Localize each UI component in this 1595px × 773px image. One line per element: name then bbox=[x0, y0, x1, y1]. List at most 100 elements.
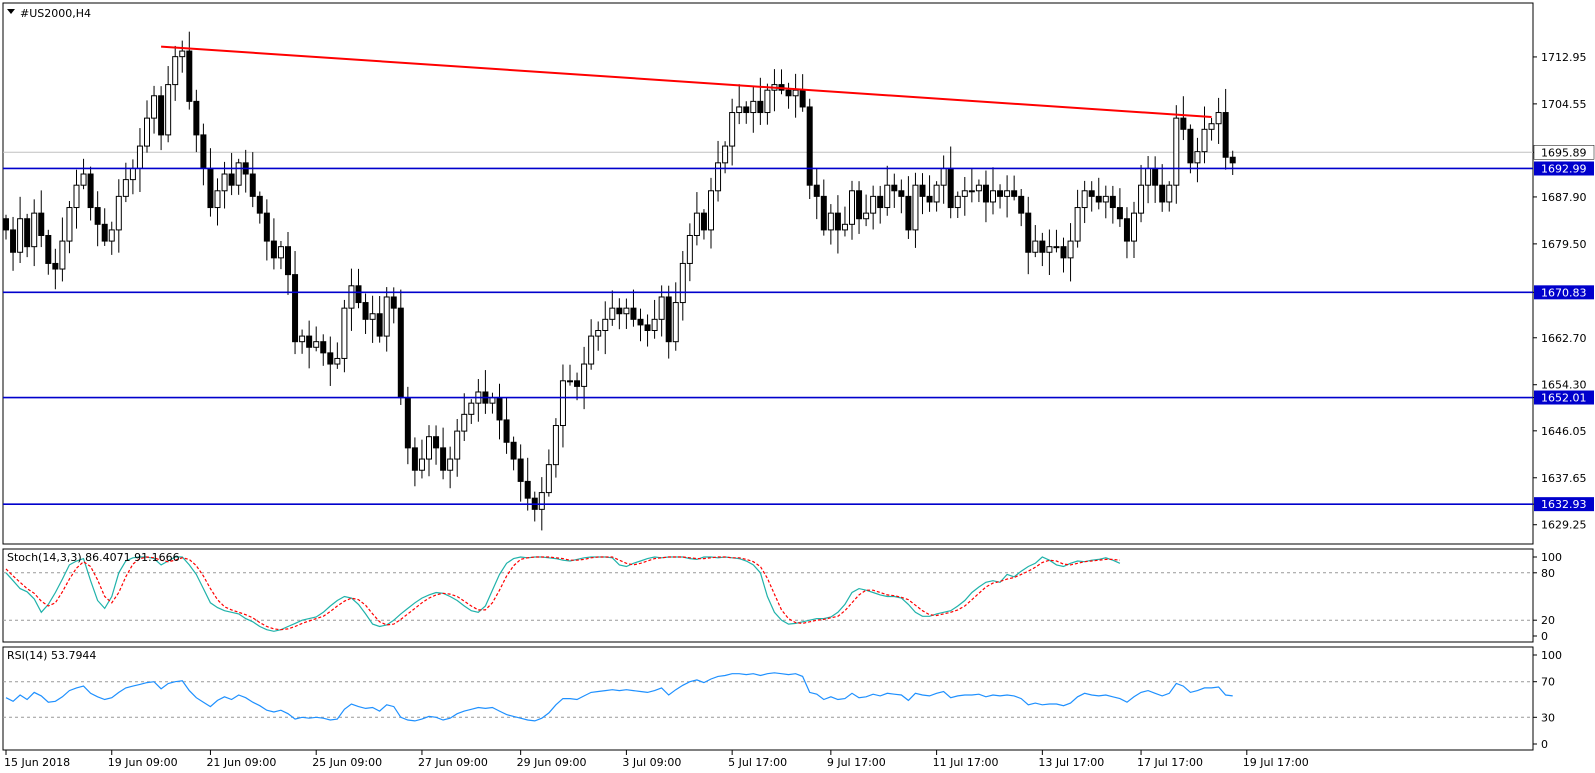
candle-body bbox=[1088, 190, 1095, 197]
candle-body bbox=[968, 190, 975, 193]
candle-body bbox=[884, 184, 891, 209]
candle-body bbox=[334, 357, 341, 365]
candle-body bbox=[672, 302, 679, 343]
trendline-layer[interactable] bbox=[161, 45, 1212, 119]
price-tick-label: 1629.25 bbox=[1541, 519, 1587, 532]
candle-body bbox=[115, 195, 122, 231]
time-tick-label: 29 Jun 09:00 bbox=[517, 756, 587, 769]
current-price-label-box bbox=[1533, 145, 1595, 160]
candle-body bbox=[221, 173, 228, 192]
candle-body bbox=[1145, 167, 1152, 186]
candle-body bbox=[270, 240, 277, 259]
candle-body bbox=[1102, 195, 1109, 203]
time-tick-label: 13 Jul 17:00 bbox=[1038, 756, 1104, 769]
candle-body bbox=[820, 195, 827, 231]
indicator-tick-label: 80 bbox=[1541, 567, 1555, 580]
candle-body bbox=[426, 436, 432, 460]
candle-body bbox=[679, 262, 686, 304]
candle-body bbox=[461, 413, 468, 432]
candle-body bbox=[306, 335, 313, 348]
candle-body bbox=[559, 380, 566, 427]
candle-body bbox=[1123, 218, 1130, 242]
candle-body bbox=[390, 296, 397, 309]
candle-body bbox=[806, 106, 813, 186]
main-price-pane[interactable] bbox=[2, 2, 1534, 545]
chevron-down-icon[interactable] bbox=[7, 9, 15, 14]
candle-body bbox=[651, 318, 658, 332]
candle-body bbox=[327, 352, 334, 365]
candle-body bbox=[785, 89, 792, 97]
candle-body bbox=[552, 425, 559, 466]
candle-body bbox=[186, 50, 193, 102]
candle-body bbox=[524, 480, 531, 499]
candle-body bbox=[1173, 117, 1180, 186]
time-tick-label: 3 Jul 09:00 bbox=[622, 756, 681, 769]
candle-body bbox=[200, 134, 207, 169]
candle-body bbox=[418, 458, 425, 471]
candle-body bbox=[151, 95, 158, 119]
indicator-tick-label: 100 bbox=[1541, 649, 1562, 662]
indicator-tick-label: 0 bbox=[1541, 630, 1548, 643]
candle-body bbox=[567, 380, 573, 383]
symbol-header[interactable]: #US2000,H4 bbox=[7, 7, 91, 20]
candle-body bbox=[750, 100, 757, 114]
candle-body bbox=[73, 184, 80, 209]
resistance-trendline bbox=[161, 45, 1212, 119]
candle-body bbox=[3, 218, 9, 231]
candle-body bbox=[1067, 240, 1074, 259]
candle-body bbox=[165, 84, 172, 136]
candle-body bbox=[313, 341, 320, 348]
candle-body bbox=[947, 167, 954, 209]
candle-body bbox=[799, 89, 806, 108]
rsi-title: RSI(14) 53.7944 bbox=[7, 649, 96, 662]
candle-body bbox=[38, 212, 45, 236]
candle-body bbox=[1152, 167, 1159, 186]
candle-body bbox=[489, 397, 496, 404]
time-tick-label: 19 Jun 09:00 bbox=[108, 756, 178, 769]
candle-body bbox=[517, 458, 524, 482]
horizontal-level-label-box bbox=[1534, 161, 1594, 176]
candle-body bbox=[235, 162, 242, 186]
candle-body bbox=[1060, 246, 1067, 259]
indicator-tick-label: 0 bbox=[1541, 738, 1548, 751]
time-tick-label: 27 Jun 09:00 bbox=[418, 756, 488, 769]
candle-body bbox=[1011, 190, 1018, 197]
time-tick-label: 25 Jun 09:00 bbox=[312, 756, 382, 769]
candle-body bbox=[764, 89, 771, 114]
stochastic-pane[interactable] bbox=[2, 548, 1534, 643]
support-resistance-levels[interactable]: 1692.99 1670.83 1652.01 1632.93 bbox=[3, 161, 1594, 512]
candle-body bbox=[538, 492, 545, 510]
rsi-pane-frame bbox=[2, 646, 1534, 751]
candle-body bbox=[926, 195, 933, 203]
candle-body bbox=[997, 190, 1004, 197]
candle-body bbox=[729, 112, 736, 147]
time-tick-label: 17 Jul 17:00 bbox=[1137, 756, 1203, 769]
candle-body bbox=[954, 195, 961, 209]
candle-body bbox=[179, 50, 186, 58]
candle-body bbox=[404, 397, 411, 449]
price-tick-label: 1637.65 bbox=[1541, 472, 1587, 485]
candle-body bbox=[933, 184, 940, 203]
candle-body bbox=[574, 380, 581, 387]
candle-body bbox=[214, 190, 221, 209]
candle-body bbox=[496, 397, 503, 421]
candle-body bbox=[722, 145, 729, 164]
indicator-signal-line bbox=[5, 556, 1120, 631]
rsi-pane[interactable] bbox=[2, 646, 1534, 751]
candle-body bbox=[144, 117, 150, 147]
candle-body bbox=[792, 89, 799, 97]
candle-body bbox=[736, 106, 743, 114]
candle-body bbox=[1131, 212, 1137, 242]
candle-body bbox=[602, 318, 609, 332]
candle-body bbox=[863, 212, 870, 220]
candle-body bbox=[870, 195, 877, 214]
candle-body bbox=[990, 190, 996, 203]
current-price-label: 1695.89 bbox=[1541, 146, 1587, 159]
candle-body bbox=[905, 195, 912, 231]
price-tick-label: 1646.05 bbox=[1541, 425, 1587, 438]
indicator-main-line bbox=[5, 672, 1233, 722]
candle-body bbox=[1004, 190, 1011, 197]
candle-body bbox=[982, 184, 989, 203]
indicator-tick-label: 20 bbox=[1541, 614, 1555, 627]
